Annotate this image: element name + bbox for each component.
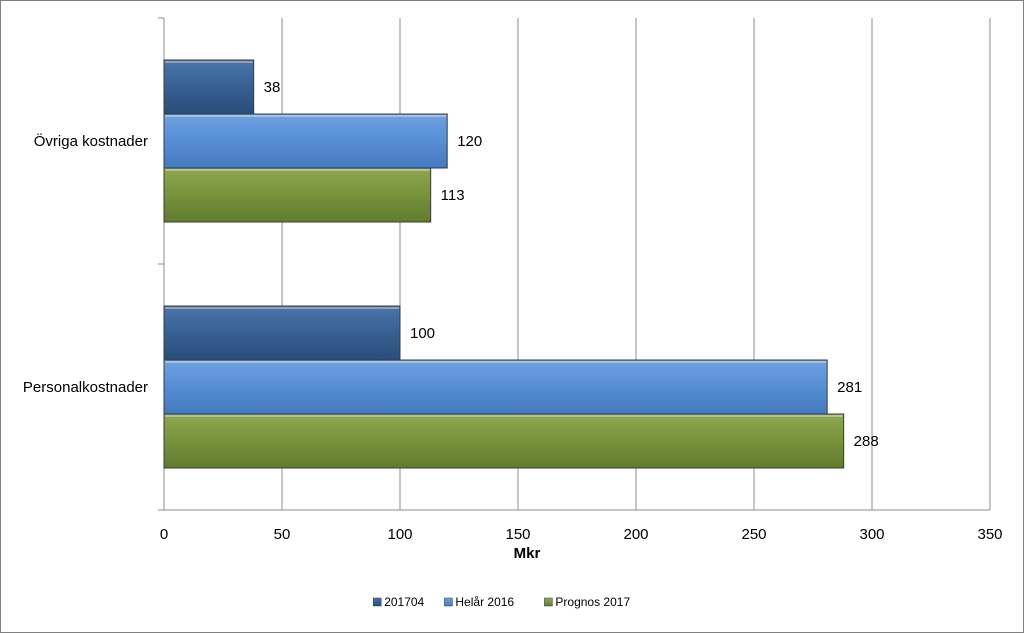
legend-label: 201704: [384, 595, 424, 609]
x-tick-label: 100: [387, 526, 412, 543]
legend-swatch: [544, 597, 553, 607]
data-label-prognos-2017-personalkostnader: 288: [854, 433, 879, 450]
bar-201704-personalkostnader: [163, 305, 401, 361]
legend-item-prognos-2017: Prognos 2017: [544, 595, 630, 609]
legend-label: Helår 2016: [455, 595, 514, 609]
bar-201704-ovriga-kostnader: [163, 59, 255, 115]
x-tick-label: 200: [623, 526, 648, 543]
x-tick-label: 50: [274, 526, 291, 543]
category-label-ovriga-kostnader: Övriga kostnader: [34, 132, 148, 150]
labels: 0 50 100 150 200 250 300 350 Övriga kostnader 38 1…: [23, 79, 1003, 562]
x-tick-label: 0: [160, 526, 168, 543]
bar-prognos-2017-personalkostnader: [163, 413, 845, 469]
x-tick-label: 350: [977, 526, 1002, 543]
legend: 201704 Helår 2016 Prognos 2017: [372, 595, 630, 609]
legend-item-201704: 201704: [372, 595, 425, 609]
bars: [163, 59, 845, 469]
legend-swatch: [444, 597, 453, 607]
x-tick-label: 300: [859, 526, 884, 543]
bar-prognos-2017-ovriga-kostnader: [163, 167, 432, 223]
data-label-prognos-2017-ovriga-kostnader: 113: [441, 187, 465, 204]
category-label-personalkostnader: Personalkostnader: [23, 379, 148, 396]
legend-swatch: [372, 597, 382, 607]
bar-helar-2016-ovriga-kostnader: [163, 113, 448, 169]
bar-helar-2016-personalkostnader: [163, 359, 828, 415]
data-label-201704-ovriga-kostnader: 38: [264, 79, 281, 96]
x-tick-label: 250: [741, 526, 766, 543]
data-label-201704-personalkostnader: 100: [410, 325, 435, 342]
data-label-helar-2016-personalkostnader: 281: [837, 379, 862, 396]
data-label-helar-2016-ovriga-kostnader: 120: [457, 133, 482, 150]
legend-label: Prognos 2017: [555, 595, 630, 609]
x-axis-title: Mkr: [514, 545, 541, 562]
legend-item-helar-2016: Helår 2016: [444, 595, 514, 609]
x-tick-label: 150: [505, 526, 530, 543]
